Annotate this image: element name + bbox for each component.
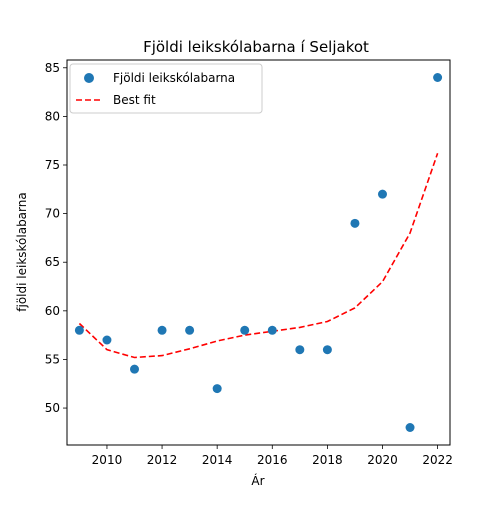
x-axis: 2010 2012 2014 2016 2018 2020 2022: [92, 445, 453, 467]
y-axis: 50 55 60 65 70 75 80 85: [45, 61, 67, 415]
y-axis-label: fjöldi leikskólabarna: [15, 192, 29, 311]
data-point: [433, 73, 443, 82]
data-point: [295, 345, 305, 355]
y-tick-label: 50: [45, 401, 60, 415]
y-tick-label: 85: [45, 61, 60, 75]
data-point: [350, 218, 360, 228]
chart-title: Fjöldi leikskólabarna í Seljakot: [143, 38, 369, 56]
data-point: [322, 345, 332, 355]
x-tick-label: 2018: [312, 453, 343, 467]
x-tick-label: 2022: [422, 453, 453, 467]
data-point: [377, 189, 387, 199]
legend: Fjöldi leikskólabarna Best fit: [69, 63, 263, 114]
best-fit-line: [78, 153, 439, 359]
data-point: [240, 325, 250, 335]
legend-frame: [69, 63, 263, 114]
x-tick-label: 2012: [147, 453, 178, 467]
data-point: [267, 325, 277, 335]
data-point: [405, 423, 415, 432]
plot-frame: [66, 59, 451, 446]
x-tick-label: 2010: [92, 453, 123, 467]
y-tick-label: 55: [45, 352, 60, 366]
data-point: [212, 384, 222, 394]
y-tick-label: 75: [45, 158, 60, 172]
legend-label-best-fit: Best fit: [113, 93, 156, 107]
data-point: [102, 335, 112, 345]
x-axis-label: Ár: [251, 473, 264, 488]
data-point: [185, 325, 195, 335]
x-tick-label: 2014: [202, 453, 233, 467]
data-point: [74, 325, 84, 335]
legend-label-scatter: Fjöldi leikskólabarna: [113, 71, 235, 85]
data-point: [130, 364, 140, 374]
legend-marker-scatter: [84, 73, 94, 83]
y-tick-label: 80: [45, 109, 60, 123]
y-tick-label: 65: [45, 255, 60, 269]
data-point: [157, 325, 167, 335]
y-tick-label: 60: [45, 304, 60, 318]
y-tick-label: 70: [45, 207, 60, 221]
x-tick-label: 2020: [367, 453, 398, 467]
plot-area: [74, 73, 443, 432]
x-tick-label: 2016: [257, 453, 288, 467]
